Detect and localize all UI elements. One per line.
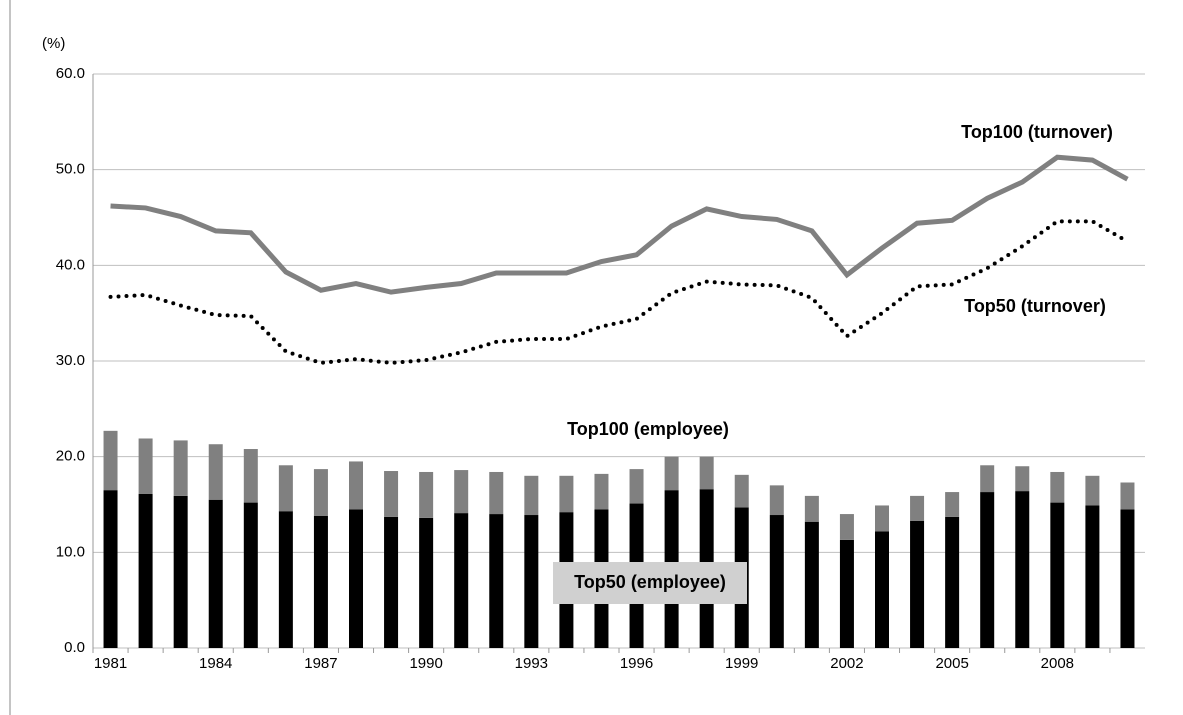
bar (1120, 482, 1135, 510)
bar (454, 470, 469, 514)
bar (173, 440, 188, 496)
bar (419, 517, 434, 648)
x-tick-label: 1993 (515, 655, 548, 672)
series-label: Top50 (turnover) (964, 296, 1106, 316)
bar (243, 449, 258, 503)
bar (1120, 509, 1135, 648)
bar (875, 531, 889, 648)
x-tick-label: 2002 (830, 655, 863, 672)
bar (524, 475, 539, 516)
x-tick-label: 1999 (725, 655, 758, 672)
y-tick-label: 0.0 (64, 639, 85, 656)
bar (454, 513, 469, 648)
bar (734, 474, 749, 508)
bar (384, 471, 399, 517)
y-tick-label: 50.0 (56, 161, 85, 178)
bar (910, 520, 925, 648)
bar (313, 515, 328, 648)
bar (103, 490, 118, 648)
label-background (553, 562, 747, 604)
bar (278, 511, 293, 648)
bar (349, 461, 363, 510)
bar (524, 515, 539, 648)
y-tick-label: 20.0 (56, 448, 85, 465)
y-tick-label: 40.0 (56, 256, 85, 273)
bar (208, 444, 223, 500)
x-tick-label: 1996 (620, 655, 653, 672)
x-tick-label: 1987 (304, 655, 337, 672)
series-label: Top100 (employee) (567, 419, 729, 439)
bar (1050, 471, 1065, 503)
bar (910, 495, 925, 521)
bar (769, 485, 784, 516)
y-tick-label: 60.0 (56, 65, 85, 82)
bar (208, 499, 223, 648)
bar (489, 471, 504, 515)
bar (243, 502, 258, 648)
bar (138, 438, 153, 494)
line (108, 219, 1130, 365)
bar (1085, 505, 1100, 648)
x-tick-label: 1990 (409, 655, 442, 672)
bar (980, 492, 995, 648)
bar (769, 515, 784, 648)
bar (980, 465, 995, 493)
bar (1085, 475, 1100, 506)
bar (313, 469, 328, 516)
y-tick-label: 10.0 (56, 543, 85, 560)
bar (419, 471, 434, 518)
x-tick-label: 2005 (935, 655, 968, 672)
bar (804, 521, 819, 648)
x-tick-label: 1984 (199, 655, 232, 672)
bar (594, 473, 609, 510)
y-tick-label: 30.0 (56, 352, 85, 369)
series-label: Top50 (employee) (574, 572, 726, 592)
x-tick-label: 1981 (94, 655, 127, 672)
bar (384, 516, 399, 648)
bar (945, 516, 960, 648)
bar (173, 495, 188, 648)
bar (629, 469, 644, 504)
x-tick-label: 2008 (1041, 655, 1074, 672)
line (110, 154, 1129, 295)
bar (664, 456, 679, 491)
bar (839, 514, 854, 540)
series-label: Top100 (turnover) (961, 122, 1113, 142)
bar (103, 430, 118, 491)
bar (1015, 491, 1030, 648)
bar (138, 493, 153, 648)
bar (875, 505, 889, 532)
bar (349, 509, 363, 648)
bar (945, 492, 960, 517)
bar (1050, 502, 1065, 648)
bar (804, 495, 819, 522)
bar (699, 456, 714, 490)
bar (278, 465, 293, 512)
bar (489, 514, 504, 648)
bar (1015, 466, 1030, 492)
y-axis-label: (%) (42, 35, 65, 52)
bar (559, 475, 574, 513)
bar (839, 539, 854, 648)
